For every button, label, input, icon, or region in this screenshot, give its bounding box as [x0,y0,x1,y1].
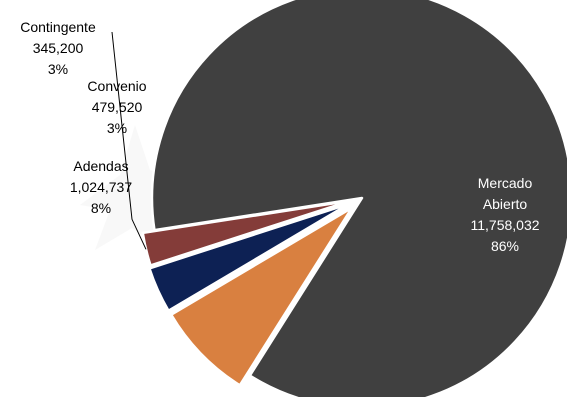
slice-name-label-adendas: Adendas [73,158,128,174]
pie-slice-adendas [169,206,354,387]
leader-line-contingente [111,31,147,250]
data-labels: Mercado Abierto 11,758,032 86% Adendas 1,024,… [20,19,539,254]
slice-percent-label-mercado-abierto: 86% [491,238,519,254]
leader-lines [111,31,147,250]
pie-slices [141,0,567,402]
slice-name-label-contingente: Contingente [20,19,96,35]
pie-slice-convenio [148,202,351,312]
slice-value-label-adendas: 1,024,737 [70,179,132,195]
slice-value-label-convenio: 479,520 [92,99,143,115]
slice-percent-label-contingente: 3% [48,61,68,77]
slice-name-label-mercado-abierto: Mercado [478,175,533,191]
slice-percent-label-adendas: 8% [91,200,111,216]
slice-name-label-mercado-abierto: Abierto [483,196,528,212]
slice-name-label-convenio: Convenio [87,78,146,94]
slice-percent-label-convenio: 3% [107,120,127,136]
slice-value-label-contingente: 345,200 [33,40,84,56]
slice-value-label-mercado-abierto: 11,758,032 [470,217,539,233]
pie-slice-contingente [141,199,352,267]
